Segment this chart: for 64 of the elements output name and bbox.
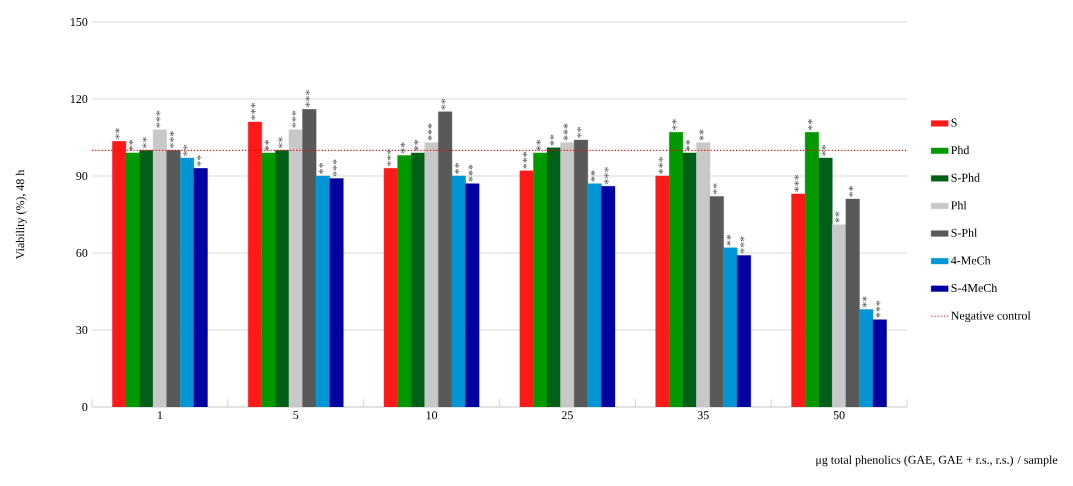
data-label: ***: [427, 123, 433, 141]
x-tick-label: 25: [561, 411, 573, 420]
data-label: **: [278, 137, 283, 149]
data-label: **: [848, 186, 854, 197]
legend-label: Phl: [951, 200, 967, 210]
data-label: **: [672, 119, 677, 131]
data-label: **: [441, 98, 446, 110]
data-label: ***: [251, 103, 256, 120]
data-label: **: [196, 155, 202, 167]
data-label: ***: [386, 149, 392, 167]
data-label: **: [862, 296, 867, 308]
data-label: ***: [305, 90, 310, 107]
data-label: **: [183, 144, 188, 156]
data-label: ***: [740, 236, 745, 254]
data-label: **: [264, 139, 270, 151]
legend-label: S-Phd: [951, 173, 980, 182]
data-label: **: [549, 134, 555, 146]
data-label: ***: [468, 164, 473, 182]
y-axis-title: Viability (%), 48 h: [15, 169, 27, 260]
data-label: **: [536, 139, 541, 151]
legend-label: 4-MeCh: [950, 256, 991, 265]
y-tick-label: 30: [76, 325, 88, 335]
x-tick-label: 50: [833, 411, 845, 420]
legend-label: S-Phl: [951, 228, 978, 237]
y-tick-label: 90: [76, 171, 88, 181]
data-label: ***: [604, 167, 609, 184]
data-label: **: [577, 126, 582, 138]
data-label: ***: [291, 110, 297, 128]
data-label: **: [590, 170, 596, 182]
y-tick-label: 60: [76, 248, 88, 258]
data-label: ***: [875, 300, 881, 318]
legend-label: S-4MeCh: [951, 283, 998, 293]
data-label: **: [128, 139, 134, 151]
legend-label: Negative control: [951, 311, 1031, 323]
data-label: **: [454, 162, 460, 174]
data-label: ***: [794, 174, 799, 192]
x-tick-label: 5: [293, 411, 299, 420]
data-label: **: [142, 137, 147, 149]
data-label: ***: [169, 131, 174, 149]
data-label: **: [726, 234, 731, 246]
data-label: **: [835, 211, 840, 223]
data-label: **: [712, 183, 718, 195]
data-label: **: [808, 119, 813, 131]
x-tick-label: 35: [697, 411, 709, 420]
x-axis-title: μg total phenolics (GAE, GAE + r.s., r.s.) / sample: [816, 455, 1058, 467]
data-label: ***: [658, 156, 663, 174]
data-label: **: [414, 139, 419, 151]
data-label: **: [319, 162, 324, 174]
data-label: **: [699, 129, 704, 141]
y-tick-label: 120: [70, 94, 88, 104]
data-label: **: [821, 144, 826, 156]
legend-label: Phd: [951, 145, 970, 155]
data-label: **: [400, 142, 405, 154]
data-label: ***: [522, 151, 528, 169]
legend-label: S: [951, 118, 957, 127]
data-label: **: [115, 128, 120, 140]
y-tick-label: 150: [70, 17, 88, 27]
x-tick-label: 10: [426, 411, 438, 420]
data-label: ***: [156, 110, 161, 128]
data-label: **: [685, 139, 691, 151]
x-tick-label: 1: [157, 411, 163, 420]
y-tick-label: 0: [82, 402, 88, 412]
data-label: ***: [332, 159, 337, 177]
data-label: ***: [563, 123, 568, 141]
